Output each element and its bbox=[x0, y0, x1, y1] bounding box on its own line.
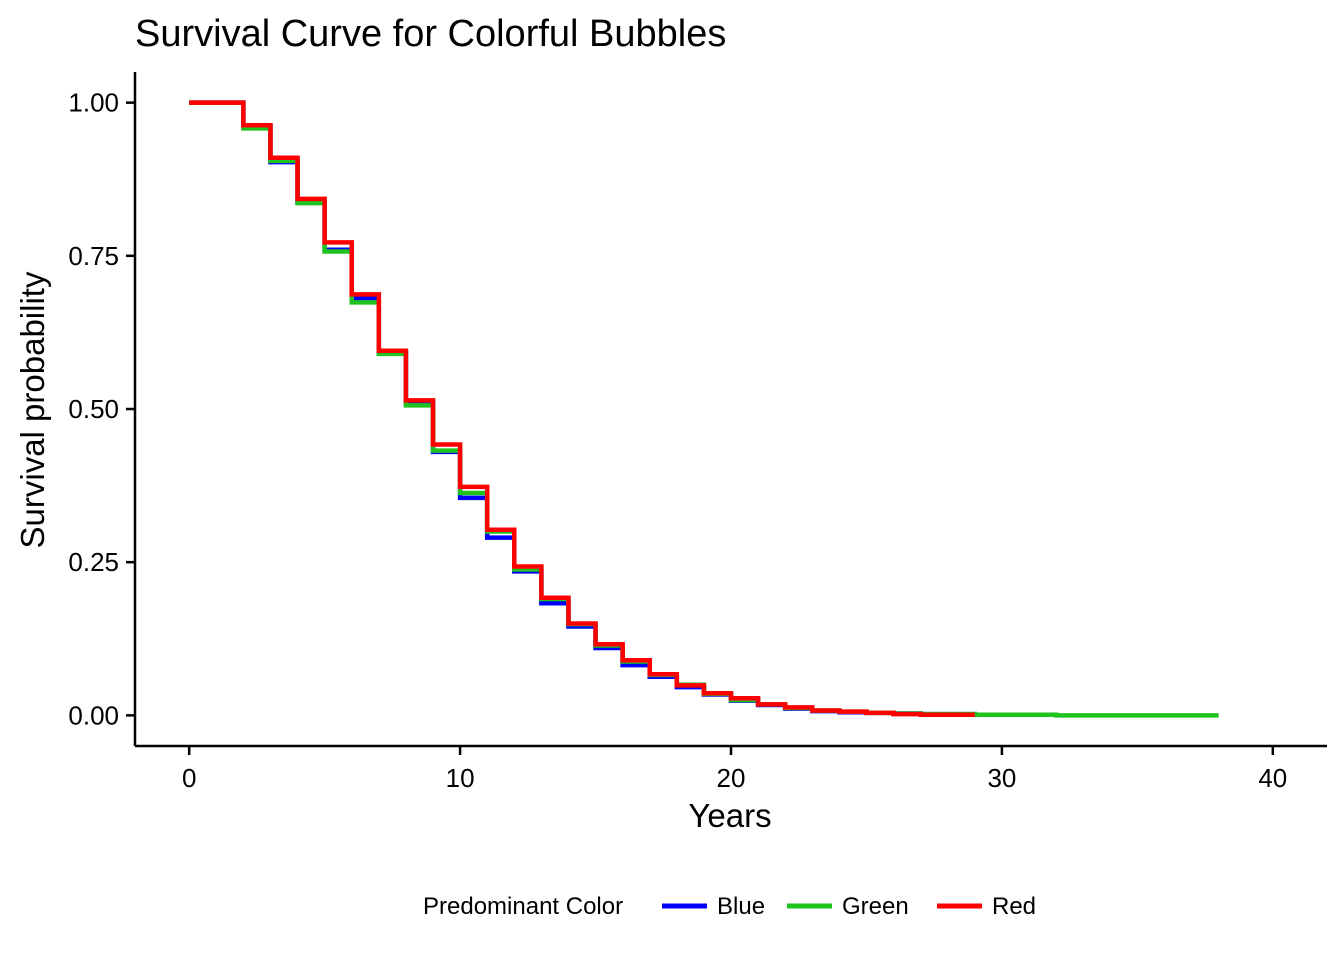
legend-label-blue: Blue bbox=[717, 893, 765, 920]
legend-title: Predominant Color bbox=[423, 893, 623, 920]
x-tick-label: 40 bbox=[1258, 763, 1287, 793]
y-tick-label: 0.75 bbox=[68, 241, 119, 271]
y-tick-label: 0.00 bbox=[68, 700, 119, 730]
x-tick-label: 0 bbox=[182, 763, 196, 793]
x-tick-label: 30 bbox=[987, 763, 1016, 793]
x-tick-label: 20 bbox=[717, 763, 746, 793]
legend-label-red: Red bbox=[992, 893, 1036, 920]
legend: Predominant Color Blue Green Red bbox=[423, 893, 1036, 920]
series-line-green bbox=[189, 100, 1219, 718]
y-axis: 0.00 0.25 0.50 0.75 1.00 bbox=[68, 72, 137, 746]
x-tick-label: 10 bbox=[446, 763, 475, 793]
y-tick-label: 0.25 bbox=[68, 547, 119, 577]
y-tick-label: 0.50 bbox=[68, 394, 119, 424]
chart-title: Survival Curve for Colorful Bubbles bbox=[135, 13, 726, 55]
x-axis: 0 10 20 30 40 bbox=[135, 744, 1327, 793]
legend-label-green: Green bbox=[842, 893, 909, 920]
series-layer bbox=[189, 100, 1219, 718]
y-tick-label: 1.00 bbox=[68, 88, 119, 118]
y-axis-title: Survival probability bbox=[14, 271, 51, 548]
x-axis-title: Years bbox=[688, 797, 771, 834]
series-line-red bbox=[189, 100, 975, 718]
